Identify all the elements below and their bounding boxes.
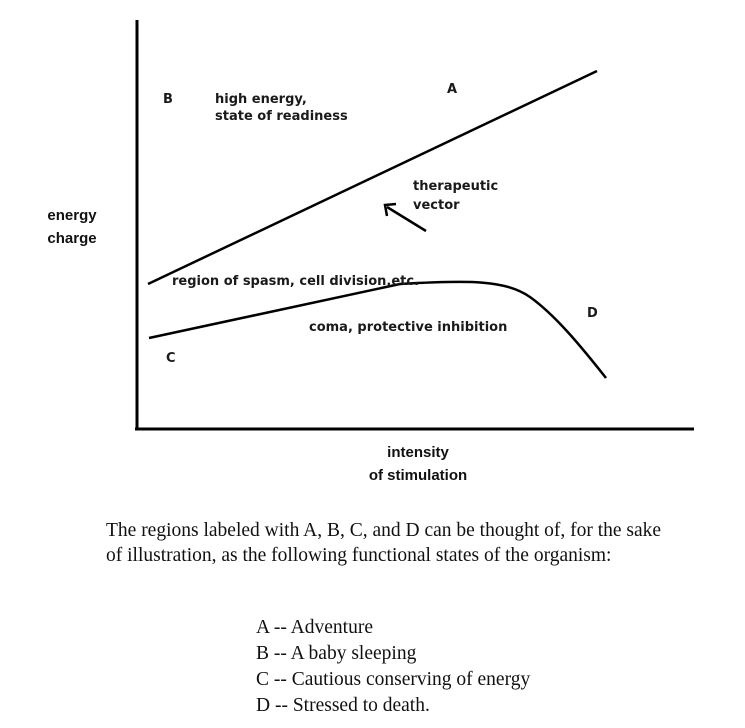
legend-item-a: A -- Adventure xyxy=(256,617,373,638)
x-axis-label: intensity of stimulation xyxy=(343,441,493,487)
therapeutic-label: therapeutic xyxy=(413,179,498,194)
x-axis-label-line2: of stimulation xyxy=(368,467,468,484)
vector-label: vector xyxy=(413,198,460,213)
y-axis-label-line1: energy xyxy=(47,207,97,224)
lower-boundary-curve xyxy=(148,280,607,379)
region-label-c: C xyxy=(166,351,176,366)
energy-stimulation-diagram: B A C D high energy, state of readiness … xyxy=(135,20,694,431)
therapeutic-vector-arrow xyxy=(386,205,427,233)
x-axis-label-line1: intensity xyxy=(387,444,449,461)
region-label-b: B xyxy=(163,92,173,107)
upper-boundary-line xyxy=(147,69,598,286)
region-label-a: A xyxy=(447,82,457,97)
high-energy-label: high energy, xyxy=(215,92,307,107)
arrowhead-icon xyxy=(383,202,397,217)
y-axis-label: energy charge xyxy=(34,204,110,250)
state-of-readiness-label: state of readiness xyxy=(215,109,348,124)
legend-item-c: C -- Cautious conserving of energy xyxy=(256,669,531,690)
spasm-region-label: region of spasm, cell division,etc. xyxy=(172,274,419,289)
y-axis-label-line2: charge xyxy=(47,230,97,247)
caption-paragraph: The regions labeled with A, B, C, and D … xyxy=(106,520,662,566)
region-label-d: D xyxy=(587,306,598,321)
coma-region-label: coma, protective inhibition xyxy=(309,320,507,335)
legend-item-b: B -- A baby sleeping xyxy=(256,643,417,664)
legend-list: A -- Adventure B -- A baby sleeping C --… xyxy=(256,615,530,719)
legend-item-d: D -- Stressed to death. xyxy=(256,695,430,716)
